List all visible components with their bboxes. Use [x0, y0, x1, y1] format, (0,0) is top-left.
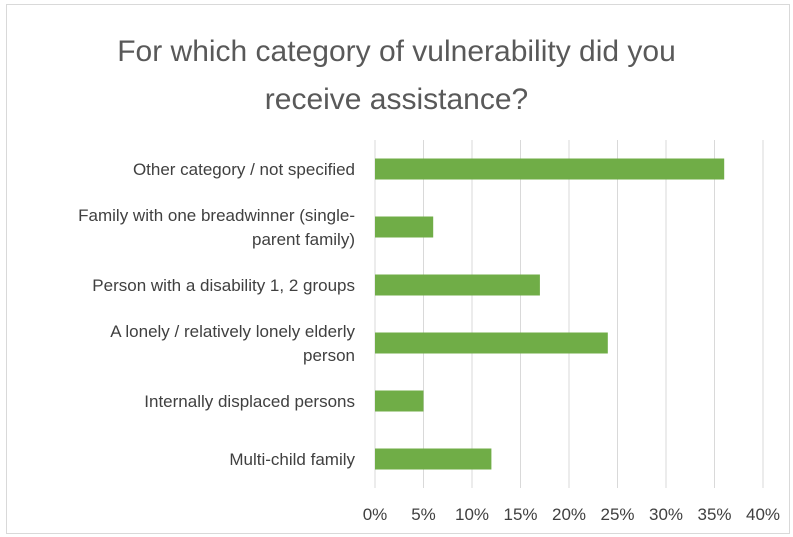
bar: [375, 448, 492, 470]
chart-title: For which category of vulnerability did …: [117, 35, 676, 116]
x-tick-label: 40%: [746, 505, 780, 524]
category-label: Internally displaced persons: [144, 392, 355, 411]
x-tick-label: 35%: [697, 505, 731, 524]
category-label: A lonely / relatively lonely elderly pers…: [110, 322, 355, 365]
x-tick-label: 10%: [455, 505, 489, 524]
x-tick-label: 25%: [600, 505, 634, 524]
bar: [375, 216, 434, 238]
x-tick-label: 30%: [649, 505, 683, 524]
bar: [375, 158, 725, 180]
category-label: Family with one breadwinner (single-pare…: [78, 206, 355, 249]
x-tick-label: 15%: [503, 505, 537, 524]
category-label: Person with a disability 1, 2 groups: [92, 276, 355, 295]
category-label: Other category / not specified: [133, 160, 355, 179]
x-tick-label: 20%: [552, 505, 586, 524]
bar: [375, 274, 540, 296]
chart-frame: [6, 4, 790, 534]
bar: [375, 332, 608, 354]
category-label: Multi-child family: [229, 450, 355, 469]
x-tick-label: 0%: [363, 505, 388, 524]
bar: [375, 390, 424, 412]
x-tick-label: 5%: [411, 505, 436, 524]
